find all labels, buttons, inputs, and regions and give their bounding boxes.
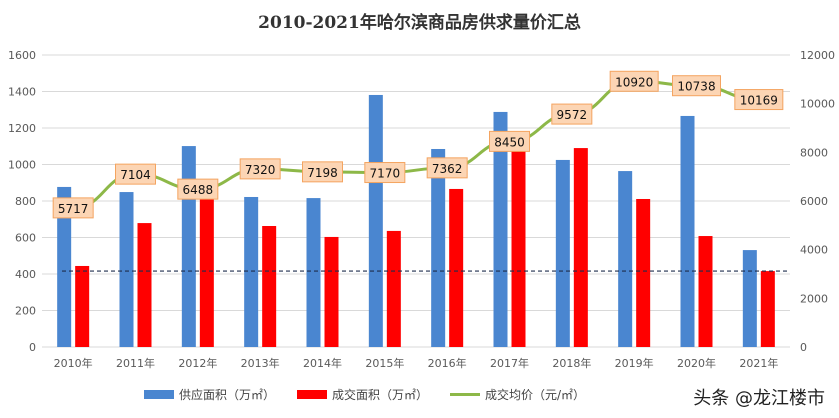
x-tick-label: 2020年: [677, 356, 716, 370]
x-tick-label: 2010年: [54, 356, 93, 370]
price-data-label: 7320: [245, 163, 276, 177]
x-tick-label: 2018年: [552, 356, 591, 370]
price-label-box: [177, 178, 219, 200]
bar-supply: [555, 159, 570, 347]
chart-title: 2010-2021年哈尔滨商品房供求量价汇总: [258, 13, 581, 33]
bar-supply: [119, 192, 134, 347]
x-tick-label: 2016年: [428, 356, 467, 370]
price-label-box: [364, 162, 406, 184]
bar-deal: [199, 186, 214, 347]
y-left-tick-label: 1600: [8, 49, 36, 62]
y-right-tick-label: 12000: [800, 49, 835, 62]
price-label-box: [239, 158, 281, 180]
legend-item-supply: 供应面积（万㎡）: [143, 386, 275, 403]
legend: 供应面积（万㎡） 成交面积（万㎡） 成交均价（元/㎡）: [0, 386, 839, 403]
price-label-box: [734, 89, 784, 111]
legend-swatch-price: [449, 393, 480, 396]
price-data-label: 8450: [494, 135, 525, 149]
bar-deal: [698, 236, 713, 347]
y-left-tick-label: 1200: [8, 122, 36, 135]
bar-supply: [244, 196, 259, 347]
price-data-label: 9572: [557, 108, 588, 122]
x-tick-label: 2021年: [739, 356, 778, 370]
price-data-label: 6488: [183, 183, 214, 197]
price-label-box: [672, 75, 721, 97]
y-left-tick-label: 400: [15, 268, 36, 281]
price-data-label: 10920: [615, 75, 653, 89]
y-left-tick-label: 600: [15, 232, 36, 245]
bar-supply: [431, 148, 446, 347]
bar-deal: [573, 148, 588, 347]
bar-supply: [368, 94, 383, 347]
bar-deal: [511, 150, 526, 347]
x-tick-label: 2014年: [303, 356, 342, 370]
price-data-label: 7104: [120, 168, 151, 182]
watermark: 头条 @龙江楼市: [693, 388, 825, 409]
x-tick-label: 2015年: [365, 356, 404, 370]
y-left-tick-label: 200: [15, 305, 36, 318]
bar-supply: [742, 250, 757, 347]
price-label-box: [489, 130, 530, 152]
price-line: [73, 79, 759, 210]
y-right-tick-label: 4000: [800, 244, 828, 257]
y-left-tick-label: 1000: [8, 159, 36, 172]
x-tick-label: 2012年: [178, 356, 217, 370]
price-label-box: [302, 161, 343, 183]
bar-deal: [262, 226, 277, 347]
bar-deal: [449, 188, 464, 347]
y-right-tick-label: 8000: [800, 146, 828, 159]
y-right-tick-label: 6000: [800, 195, 828, 208]
x-tick-label: 2011年: [116, 356, 155, 370]
y-right-tick-label: 2000: [800, 292, 828, 305]
bar-deal: [324, 236, 339, 347]
bar-deal: [636, 198, 651, 347]
price-data-label: 7362: [432, 162, 463, 176]
bar-supply: [493, 111, 508, 347]
price-label-box: [52, 197, 94, 219]
legend-label-deal: 成交面积（万㎡）: [331, 388, 428, 402]
y-right-tick-label: 10000: [800, 98, 835, 111]
bar-supply: [306, 198, 321, 347]
x-tick-label: 2019年: [615, 356, 654, 370]
bar-deal: [137, 223, 152, 347]
legend-item-deal: 成交面积（万㎡）: [296, 386, 428, 403]
bar-supply: [181, 146, 196, 347]
y-left-tick-label: 0: [29, 341, 36, 354]
price-data-label: 10738: [677, 80, 715, 94]
bar-deal: [760, 271, 775, 347]
legend-label-supply: 供应面积（万㎡）: [178, 388, 275, 402]
price-label-box: [609, 70, 659, 92]
price-label-box: [115, 163, 156, 185]
price-label-box: [551, 103, 593, 125]
price-data-label: 5717: [58, 202, 89, 216]
price-data-label: 7198: [307, 166, 338, 180]
y-left-tick-label: 1400: [8, 86, 36, 99]
bar-deal: [75, 265, 90, 347]
legend-label-price: 成交均价（元/㎡）: [484, 388, 586, 402]
legend-item-price: 成交均价（元/㎡）: [449, 386, 586, 403]
y-left-tick-label: 800: [15, 195, 36, 208]
x-tick-label: 2013年: [241, 356, 280, 370]
legend-swatch-deal: [296, 390, 327, 399]
x-tick-label: 2017年: [490, 356, 529, 370]
bar-deal: [386, 230, 401, 347]
bar-supply: [618, 171, 633, 347]
price-label-box: [426, 157, 468, 179]
bar-supply: [57, 186, 72, 347]
y-right-tick-label: 0: [800, 341, 807, 354]
legend-swatch-supply: [143, 390, 174, 399]
bar-supply: [680, 115, 695, 347]
price-data-label: 10169: [740, 94, 778, 108]
price-data-label: 7170: [370, 167, 401, 181]
